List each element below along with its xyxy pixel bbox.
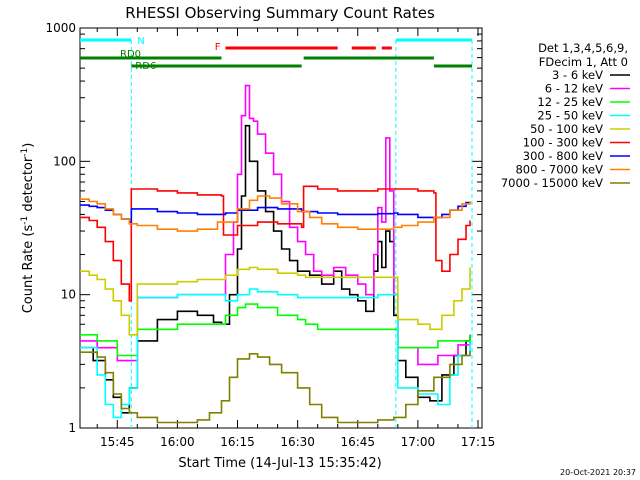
- x-axis: 15:45 16:00 16:15 16:30 16:45 17:00 17:15: [96, 28, 496, 449]
- chart-title: RHESSI Observing Summary Count Rates: [125, 4, 435, 22]
- series-line: [80, 84, 471, 366]
- series-line: [80, 266, 471, 336]
- y-tick-label: 100: [53, 154, 76, 168]
- y-axis-label-mid: detector: [21, 156, 36, 216]
- x-tick-label: 16:30: [280, 435, 315, 449]
- footer-date: 20-Oct-2021 20:37: [560, 468, 636, 477]
- legend-label: 25 - 50 keV: [537, 109, 603, 123]
- series-line: [80, 350, 471, 424]
- legend-label: 7000 - 15000 keV: [501, 176, 603, 190]
- y-axis-label-sup1: -1: [20, 216, 30, 225]
- legend-label: 50 - 100 keV: [530, 122, 603, 136]
- legend-label: 3 - 6 keV: [552, 68, 603, 82]
- x-tick-label: 17:15: [461, 435, 496, 449]
- x-tick-label: 17:00: [401, 435, 436, 449]
- status-bar-label: N: [137, 36, 144, 47]
- series-line: [80, 201, 471, 223]
- x-tick-label: 16:15: [220, 435, 255, 449]
- series-line: [80, 185, 471, 302]
- y-axis-label-sup2: -1: [20, 148, 30, 157]
- x-axis-label: Start Time (14-Jul-13 15:35:42): [178, 456, 381, 471]
- x-tick-label: 15:45: [100, 435, 135, 449]
- x-tick-label: 16:00: [160, 435, 195, 449]
- plot-frame: [79, 27, 483, 429]
- y-tick-label: 10: [61, 288, 76, 302]
- status-bar-label: RD6: [135, 61, 156, 72]
- y-axis: 1 10 100 1000: [45, 21, 482, 435]
- legend-header-2: FDecim 1, Att 0: [539, 55, 628, 69]
- series-line: [80, 195, 471, 232]
- y-axis-label-main: Count Rate (s: [21, 225, 36, 314]
- legend-label: 12 - 25 keV: [537, 95, 603, 109]
- legend-label: 300 - 800 keV: [523, 149, 603, 163]
- y-axis-label: Count Rate (s-1 detector-1): [20, 143, 36, 314]
- status-bar-label: RD0: [120, 49, 141, 60]
- series-group: [80, 84, 471, 424]
- attenuator-markers: [130, 40, 473, 428]
- status-bar-label: F: [215, 42, 221, 53]
- series-line: [80, 303, 471, 357]
- legend-header-1: Det 1,3,4,5,6,9,: [538, 41, 628, 55]
- legend-label: 800 - 7000 keV: [515, 163, 603, 177]
- legend: Det 1,3,4,5,6,9, FDecim 1, Att 0 3 - 6 k…: [501, 41, 630, 190]
- y-tick-label: 1000: [45, 21, 76, 35]
- legend-label: 100 - 300 keV: [523, 136, 603, 150]
- y-tick-label: 1: [68, 421, 76, 435]
- y-axis-label-end: ): [21, 143, 36, 148]
- legend-label: 6 - 12 keV: [545, 82, 603, 96]
- x-tick-label: 16:45: [340, 435, 375, 449]
